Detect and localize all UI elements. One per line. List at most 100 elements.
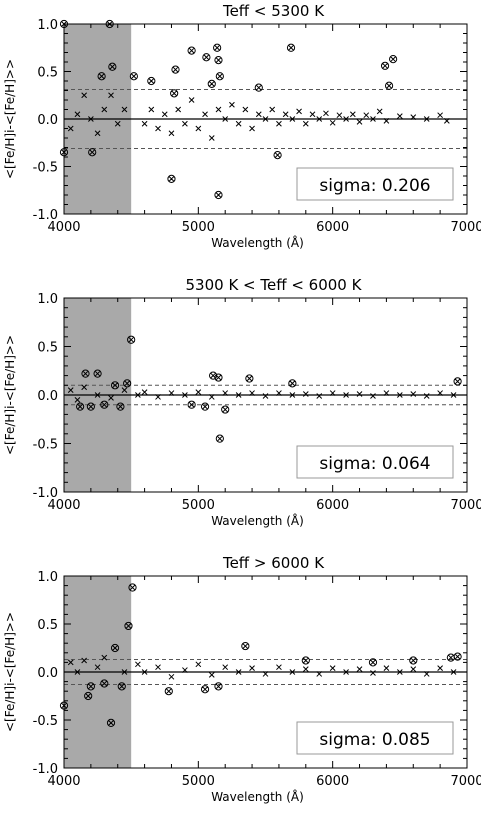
panel-2-outlier-point-16 [221, 405, 230, 414]
panel-1-cross-point-50 [443, 118, 450, 124]
panel-1-x-axis-label: Wavelength (Å) [211, 235, 304, 250]
panel-3-outlier-point-11 [368, 658, 378, 667]
panel-3-cross-point-26 [396, 669, 403, 675]
panel-3-y-tick-label: 0.0 [37, 666, 58, 681]
panel-1-outlier-point-5 [147, 76, 156, 86]
panel-1-sigma-box [296, 167, 454, 201]
panel-1-cross-point-27 [262, 116, 269, 122]
panel-1-cross-point-22 [229, 101, 235, 108]
panel-1-outlier-point-22 [214, 190, 223, 200]
panel-2-cross-point-16 [262, 393, 269, 399]
panel-2-cross-point-30 [450, 392, 457, 398]
panel-3-x-tick-label: 7000 [450, 774, 481, 789]
panel-3-cross-point-18 [289, 669, 296, 675]
panel-2-cross-point-29 [437, 390, 443, 396]
panel-3-cross-point-7 [141, 669, 148, 675]
panel-1-cross-point-2 [81, 92, 88, 99]
panel-2-x-tick-label: 6000 [316, 498, 349, 513]
panel-2-cross-point-22 [343, 392, 349, 398]
panel-1-cross-point-40 [349, 111, 356, 118]
panel-1-cross-point-0 [67, 125, 74, 132]
panel-3-cross-point-21 [329, 665, 336, 672]
panel-2-outlier-point-8 [116, 402, 125, 411]
panel-2-cross-point-17 [276, 390, 282, 396]
panel-1-outlier-point-13 [215, 72, 224, 81]
panel-2-y-tick-label: -1.0 [33, 486, 58, 501]
panel-2-cross-point-0 [67, 387, 74, 394]
panel-3-cross-point-1 [74, 669, 81, 675]
panel-1-cross-point-21 [222, 116, 229, 122]
panel-1-cross-point-31 [289, 116, 296, 122]
panel-3-cross-point-23 [356, 666, 363, 672]
panel-3-outlier-point-0 [128, 583, 137, 592]
panel-3-cross-point-16 [262, 671, 269, 677]
panel-1-cross-point-16 [188, 97, 195, 103]
panel-1-y-tick-label: -1.0 [33, 208, 58, 223]
panel-2-title: 5300 K < Teff < 6000 K [186, 276, 363, 294]
panel-1-cross-point-19 [208, 135, 215, 141]
panel-2-outlier-point-11 [245, 374, 254, 383]
panel-3-cross-point-3 [94, 664, 101, 671]
panel-3-x-tick-label: 5000 [182, 774, 215, 789]
panel-2-outlier-point-15 [200, 402, 210, 411]
panel-3-outlier-point-4 [106, 718, 116, 727]
panel-2-outlier-point-10 [209, 371, 218, 380]
panel-1-y-tick-label: 1.0 [37, 18, 58, 33]
panel-2-outlier-point-12 [288, 379, 297, 388]
panel-3-y-tick-label: -0.5 [33, 714, 58, 729]
panel-2-outlier-point-13 [215, 434, 224, 443]
panel-3-sigma-label: sigma: 0.085 [319, 730, 430, 750]
panel-2-cross-point-10 [182, 392, 188, 398]
panel-1-cross-point-43 [370, 116, 376, 122]
panel-2-cross-point-11 [195, 389, 202, 395]
panel-2-y-tick-label: 1.0 [37, 292, 58, 307]
panel-1-cross-point-14 [175, 106, 182, 113]
panel-1-cross-point-45 [383, 118, 390, 124]
panel-3-cross-point-0 [67, 659, 74, 666]
panel-1-cross-point-17 [195, 125, 202, 132]
panel-1-cross-point-44 [376, 108, 383, 115]
panel-1-cross-point-10 [148, 106, 155, 113]
panel-2-cross-point-9 [168, 390, 175, 396]
panel-2-outlier-point-7 [100, 400, 109, 409]
panel-1-cross-point-23 [235, 120, 242, 127]
panel-3-cross-point-20 [316, 671, 323, 677]
panel-1-x-tick-label: 6000 [316, 220, 349, 235]
panel-3-outlier-point-5 [84, 691, 93, 701]
panel-1-cross-point-4 [94, 130, 101, 137]
panel-3-cross-point-30 [450, 669, 457, 675]
panel-3-outlier-point-12 [409, 656, 418, 665]
panel-1-cross-point-18 [202, 111, 208, 118]
panel-1-cross-point-11 [155, 125, 161, 132]
panel-1-outlier-point-18 [384, 81, 394, 90]
panel-1-y-tick-label: 0.5 [37, 66, 58, 81]
panel-1-cross-point-7 [114, 120, 121, 127]
panel-3-y-tick-label: -1.0 [33, 762, 58, 777]
panel-1-outlier-point-6 [170, 89, 179, 98]
panel-3-outlier-point-1 [124, 621, 133, 631]
panel-3-cross-point-4 [101, 654, 108, 661]
panel-3-cross-point-19 [302, 666, 309, 672]
panel-3-cross-point-15 [249, 665, 255, 672]
panel-1-outlier-point-15 [254, 83, 263, 92]
panel-2-x-tick-label: 7000 [450, 498, 481, 513]
panel-1-cross-point-47 [410, 114, 417, 120]
panel-2-cross-point-20 [316, 393, 323, 399]
panel-2-cross-point-12 [208, 394, 215, 400]
panel-2-cross-point-6 [135, 392, 141, 398]
panel-1-cross-point-33 [302, 120, 309, 127]
panel-2-cross-point-5 [121, 387, 128, 394]
panel-1-cross-point-5 [101, 106, 108, 113]
panel-1-outlier-point-12 [214, 56, 223, 65]
panel-2-cross-point-26 [396, 392, 403, 398]
panel-2-cross-point-23 [356, 391, 363, 397]
panel-3-y-tick-label: 1.0 [37, 570, 58, 585]
panel-3-x-tick-label: 6000 [316, 774, 349, 789]
panel-3-outlier-point-10 [301, 656, 310, 665]
panel-2-x-tick-label: 4000 [47, 498, 80, 513]
panel-1-outlier-point-14 [286, 43, 296, 52]
panel-2-outlier-point-0 [127, 335, 136, 344]
panel-3-outlier-point-13 [446, 653, 455, 662]
panel-2-cross-point-27 [410, 391, 417, 397]
panel-2-cross-point-2 [81, 384, 88, 391]
